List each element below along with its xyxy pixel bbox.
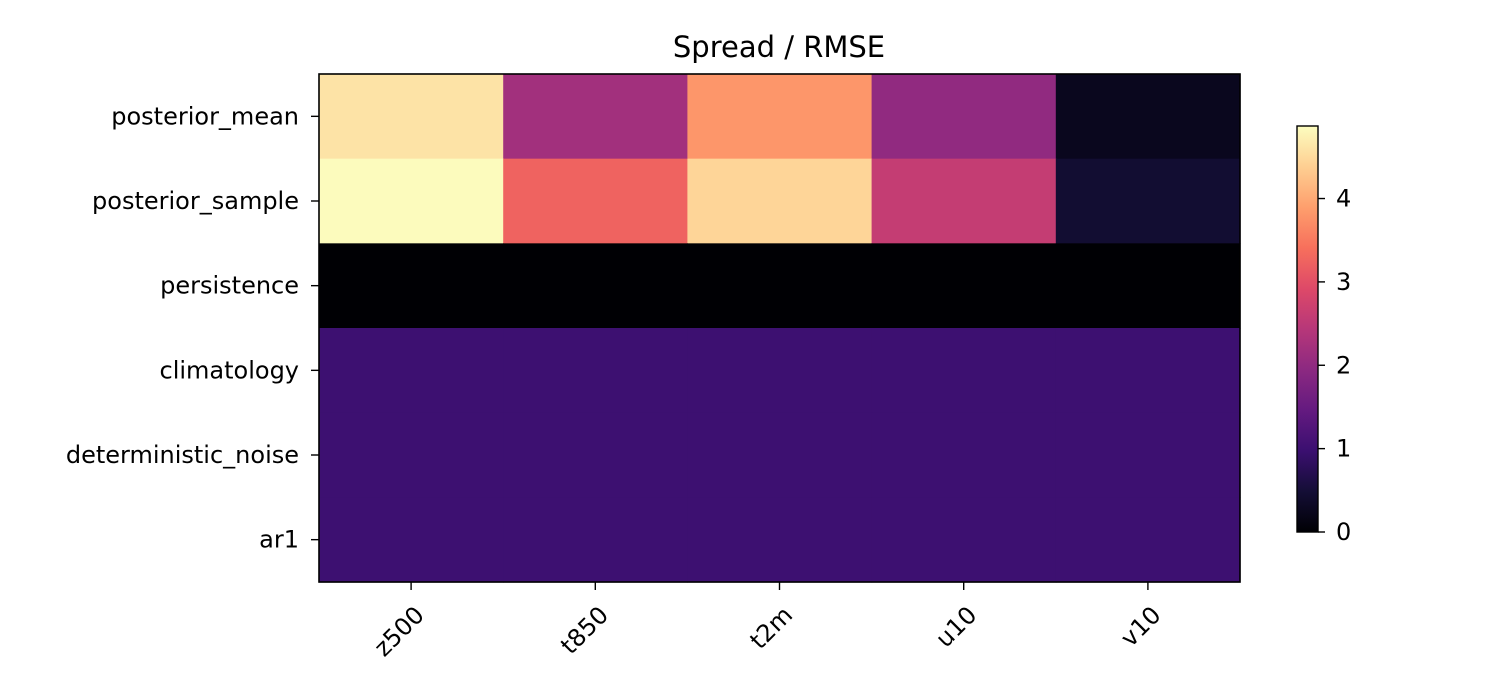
heatmap-cell <box>319 158 504 244</box>
heatmap-cell <box>503 328 688 414</box>
heatmap-cell <box>687 243 873 329</box>
heatmap-cell <box>871 158 1057 244</box>
y-tick-label: posterior_mean <box>111 102 299 130</box>
x-axis: z500 t850 t2m u10 v10 <box>369 582 1167 662</box>
colorbar-tick-label: 2 <box>1336 351 1351 379</box>
colorbar-tick-label: 1 <box>1336 435 1351 463</box>
x-tick-label: z500 <box>369 601 430 662</box>
y-tick-label: deterministic_noise <box>66 441 299 469</box>
heatmap-cell <box>1055 243 1241 329</box>
heatmap-cell <box>871 243 1057 329</box>
chart-title: Spread / RMSE <box>673 30 885 64</box>
colorbar: 0 1 2 3 4 <box>1296 125 1351 546</box>
heatmap-cell <box>687 497 873 583</box>
heatmap-cell <box>319 74 504 160</box>
y-tick-label: climatology <box>160 356 300 384</box>
heatmap-cell <box>687 412 873 498</box>
heatmap-cell <box>1055 74 1241 160</box>
x-tick-label: t850 <box>555 601 614 660</box>
y-tick-label: posterior_sample <box>92 187 299 215</box>
heatmap-cell <box>319 243 504 329</box>
colorbar-gradient <box>1297 126 1318 532</box>
heatmap-cell <box>687 328 873 414</box>
heatmap-cell <box>871 412 1057 498</box>
heatmap-cell <box>503 412 688 498</box>
x-tick-label: v10 <box>1115 601 1166 652</box>
heatmap-cell <box>319 328 504 414</box>
colorbar-frame <box>1296 125 1319 533</box>
heatmap-cell <box>871 328 1057 414</box>
y-tick-label: persistence <box>160 272 299 300</box>
heatmap-cell <box>1055 412 1241 498</box>
heatmap-cell <box>1055 497 1241 583</box>
colorbar-tick-label: 0 <box>1336 518 1351 546</box>
heatmap-cell <box>687 74 873 160</box>
heatmap-cell <box>319 412 504 498</box>
x-tick-label: u10 <box>930 601 982 653</box>
heatmap-cell <box>687 158 873 244</box>
y-axis: posterior_mean posterior_sample persistenc… <box>66 102 319 554</box>
colorbar-tick-label: 4 <box>1336 185 1351 213</box>
heatmap-cell <box>503 497 688 583</box>
colorbar-ticks: 0 1 2 3 4 <box>1318 185 1351 546</box>
heatmap-cell <box>871 497 1057 583</box>
heatmap-cell <box>319 497 504 583</box>
x-tick-label: t2m <box>744 601 798 655</box>
heatmap-cell <box>503 74 688 160</box>
heatmap-cell <box>503 243 688 329</box>
heatmap-cell <box>1055 328 1241 414</box>
heatmap-cell <box>1055 158 1241 244</box>
heatmap-cells <box>319 74 1241 583</box>
heatmap-cell <box>871 74 1057 160</box>
colorbar-tick-label: 3 <box>1336 268 1351 296</box>
y-tick-label: ar1 <box>259 526 299 554</box>
heatmap-cell <box>503 158 688 244</box>
